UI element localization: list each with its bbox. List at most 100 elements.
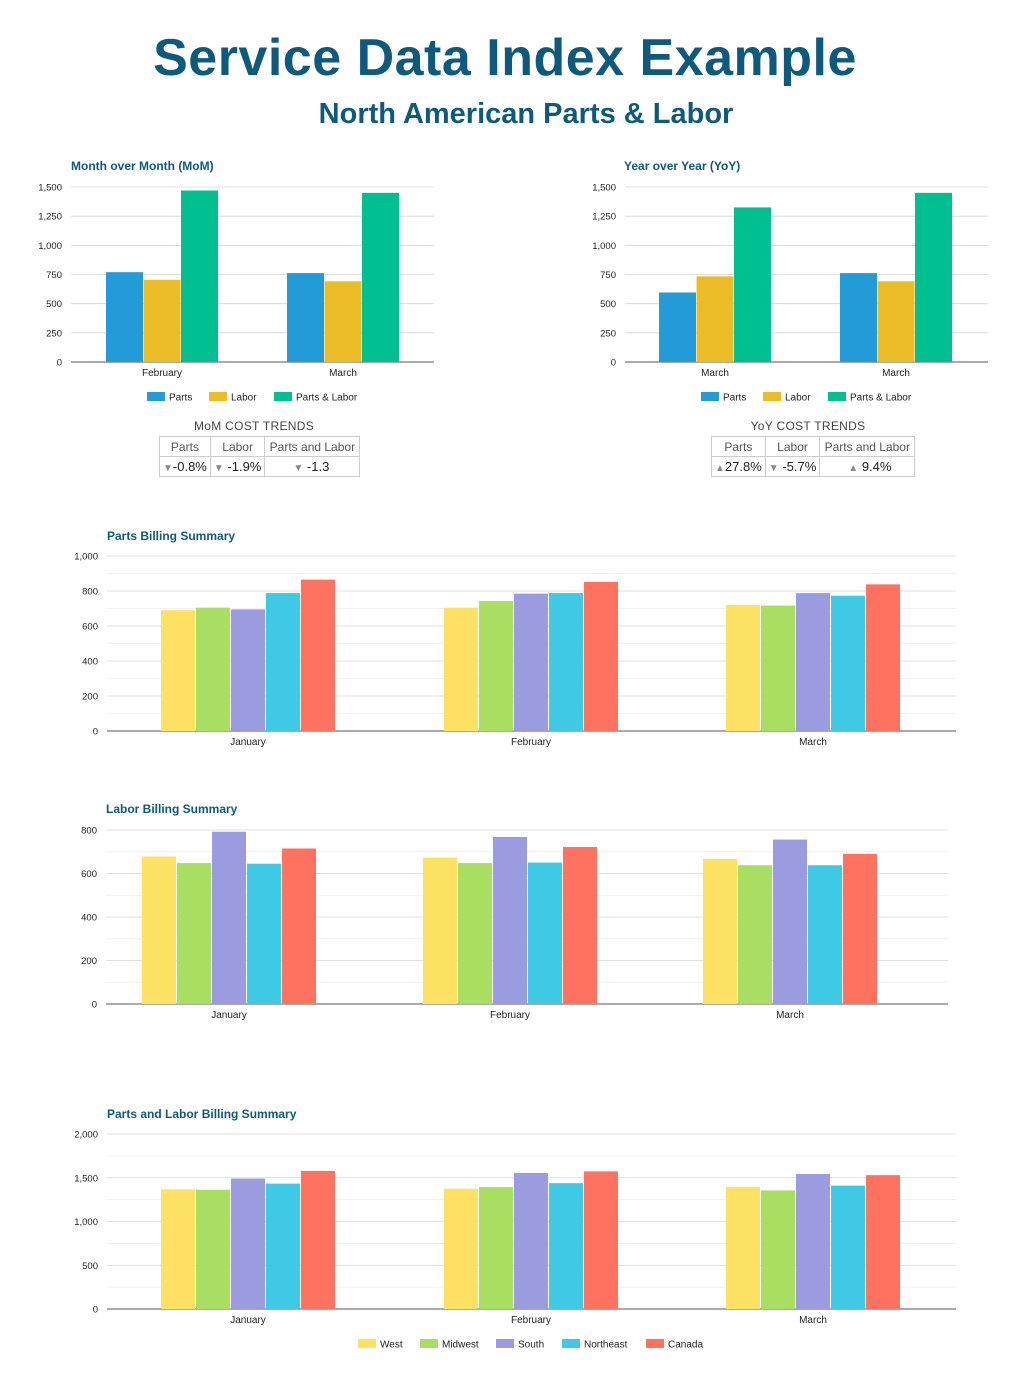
bar-labor (143, 279, 181, 362)
x-category-label: February (490, 1010, 530, 1021)
mom-chart-title: Month over Month (MoM) (71, 159, 214, 173)
bar-northeast (831, 1185, 865, 1309)
legend-swatch (147, 392, 165, 401)
y-tick-label: 1,000 (592, 241, 616, 252)
trend-value-row: ▲27.8% ▼ -5.7% ▲ 9.4% (711, 456, 916, 477)
bar-northeast (247, 863, 281, 1004)
legend-label: Labor (785, 393, 811, 404)
trend-cell-parts-labor: ▲ 9.4% (819, 456, 916, 477)
legend-label: Parts & Labor (296, 393, 358, 404)
trend-value: -1.3 (306, 459, 330, 474)
bar-parts-labor (362, 192, 399, 362)
y-tick-label: 500 (46, 299, 62, 310)
y-tick-label: 1,500 (38, 183, 62, 194)
bar-northeast (808, 865, 842, 1004)
bar-labor (877, 281, 915, 362)
bar-canada (584, 1171, 618, 1309)
bar-midwest (458, 863, 492, 1004)
bar-south (514, 1172, 548, 1309)
parts_labor-chart: 0 500 1,000 1,500 2,000 January February March W… (74, 1130, 956, 1351)
bar-canada (843, 853, 877, 1004)
yoy-trends-table: Parts Labor Parts and Labor ▲27.8% ▼ -5.… (711, 436, 916, 477)
x-category-label: March (882, 368, 910, 379)
trend-value: -5.7% (782, 459, 817, 474)
legend-label: Labor (231, 393, 257, 404)
bar-northeast (831, 595, 865, 731)
y-tick-label: 500 (82, 1261, 98, 1272)
bar-midwest (761, 605, 795, 731)
y-tick-label: 2,000 (74, 1130, 98, 1141)
triangle-up-icon: ▲ (715, 463, 725, 474)
bar-canada (866, 584, 900, 731)
page-title: Service Data Index Example (153, 29, 857, 87)
y-tick-label: 0 (611, 358, 616, 369)
bar-midwest (479, 1187, 513, 1309)
trend-value: 9.4% (861, 459, 892, 474)
trend-cell-labor: ▼ -1.9% (209, 456, 266, 477)
trend-value: -1.9% (227, 459, 262, 474)
legend-label: Parts (169, 393, 192, 404)
legend-swatch (763, 392, 781, 401)
yoy-trends-title: YoY COST TRENDS (750, 419, 866, 433)
y-tick-label: 250 (600, 328, 616, 339)
bar-south (796, 593, 830, 731)
bar-west (703, 858, 737, 1004)
y-tick-label: 0 (93, 1305, 98, 1316)
y-tick-label: 600 (82, 622, 98, 633)
legend-label: South (518, 1340, 544, 1351)
x-category-label: January (230, 1315, 266, 1326)
bar-midwest (196, 607, 230, 731)
bar-labor (324, 281, 362, 362)
bar-south (514, 593, 548, 731)
bar-parts (840, 273, 877, 362)
bar-canada (563, 846, 597, 1004)
legend-swatch (646, 1339, 664, 1348)
legend-label: Midwest (442, 1340, 479, 1351)
y-tick-label: 500 (600, 299, 616, 310)
trend-value: 27.8% (724, 459, 762, 474)
mom-chart: 0 250 500 750 1,000 1,250 1,500 February March Pa… (38, 183, 434, 404)
trend-value: -0.8% (172, 459, 207, 474)
legend-label: Canada (668, 1340, 703, 1351)
legend-swatch (274, 392, 292, 401)
legend-swatch (209, 392, 227, 401)
bar-parts (287, 273, 324, 362)
y-tick-label: 750 (46, 270, 62, 281)
bar-northeast (266, 593, 300, 731)
bar-south (231, 1178, 265, 1309)
parts-chart: 0 200 400 600 800 1,000 January February March (74, 552, 956, 748)
legend-swatch (828, 392, 846, 401)
x-category-label: January (211, 1010, 247, 1021)
bar-parts-labor (915, 192, 952, 362)
bar-west (142, 856, 176, 1004)
bar-west (444, 1188, 478, 1309)
bar-parts-labor (734, 207, 771, 362)
trend-cell-parts-labor: ▼ -1.3 (264, 456, 361, 477)
triangle-down-icon: ▼ (213, 463, 224, 474)
trend-header: Parts and Labor (819, 436, 916, 457)
bar-west (423, 857, 457, 1004)
bar-northeast (549, 1183, 583, 1309)
bar-canada (301, 579, 335, 731)
bar-canada (301, 1170, 335, 1309)
x-category-label: March (776, 1010, 804, 1021)
y-tick-label: 0 (93, 727, 98, 738)
x-category-label: February (511, 737, 551, 748)
x-category-label: March (701, 368, 729, 379)
x-category-label: January (230, 737, 266, 748)
triangle-down-icon: ▼ (163, 463, 173, 474)
bar-west (726, 605, 760, 731)
bar-northeast (266, 1183, 300, 1309)
parts-labor-chart-title: Parts and Labor Billing Summary (107, 1107, 297, 1121)
yoy-chart-title: Year over Year (YoY) (624, 159, 741, 173)
bar-south (773, 839, 807, 1004)
y-tick-label: 200 (82, 692, 98, 703)
x-category-label: February (511, 1315, 551, 1326)
bar-midwest (177, 863, 211, 1004)
y-tick-label: 1,500 (74, 1173, 98, 1184)
legend-label: West (380, 1340, 403, 1351)
x-category-label: March (799, 1315, 827, 1326)
bar-labor (696, 276, 734, 362)
trend-cell-labor: ▼ -5.7% (764, 456, 821, 477)
